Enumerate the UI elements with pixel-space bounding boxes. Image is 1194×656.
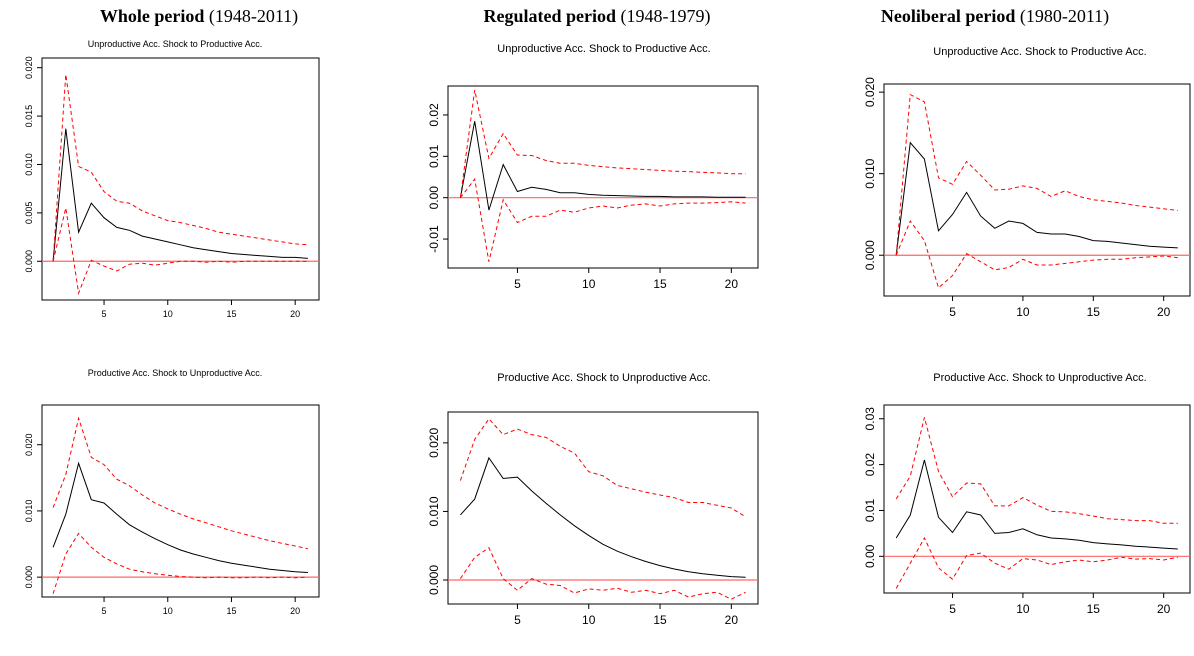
y-tick-label: 0.03 <box>863 407 877 431</box>
x-tick-label: 5 <box>949 602 956 616</box>
irf-line <box>459 121 746 211</box>
panel-title: Unproductive Acc. Shock to Productive Ac… <box>933 46 1146 58</box>
plot-frame <box>883 83 1191 297</box>
panel-title: Productive Acc. Shock to Unproductive Ac… <box>497 372 710 384</box>
x-tick-label: 20 <box>1157 602 1171 616</box>
irf-panel-p23: Productive Acc. Shock to Unproductive Ac… <box>863 372 1191 616</box>
x-tick-label: 20 <box>725 277 739 291</box>
y-tick-label: 0.010 <box>427 496 441 526</box>
column-header-range: (1948-2011) <box>208 6 299 26</box>
plot-frame <box>447 85 759 269</box>
y-tick-label: 0.00 <box>427 186 441 210</box>
upper-band-line <box>52 74 308 262</box>
y-tick-label: 0.01 <box>427 144 441 168</box>
y-tick-label: 0.02 <box>427 103 441 127</box>
y-tick-label: 0.015 <box>24 105 34 128</box>
y-tick-label: -0.01 <box>427 225 441 253</box>
upper-band-line <box>459 89 746 198</box>
lower-band-line <box>52 207 308 296</box>
upper-band-line <box>459 418 746 518</box>
plot-frame <box>447 411 759 605</box>
plot-frame <box>883 404 1191 594</box>
upper-band-line <box>895 93 1178 256</box>
x-tick-label: 10 <box>1016 305 1030 319</box>
irf-panel-p21: Productive Acc. Shock to Unproductive Ac… <box>24 368 320 616</box>
column-header-whole: Whole period (1948-2011) <box>0 6 398 28</box>
irf-line <box>895 459 1178 550</box>
plot-frame <box>41 404 320 598</box>
y-tick-label: 0.000 <box>24 566 34 589</box>
x-tick-label: 15 <box>653 613 667 627</box>
y-tick-label: 0.010 <box>24 500 34 523</box>
irf-panel-p22: Productive Acc. Shock to Unproductive Ac… <box>427 372 759 627</box>
x-tick-label: 10 <box>582 613 596 627</box>
x-tick-label: 5 <box>102 606 107 616</box>
x-tick-label: 5 <box>949 305 956 319</box>
x-tick-label: 10 <box>582 277 596 291</box>
x-tick-label: 10 <box>163 606 173 616</box>
x-tick-label: 15 <box>1087 305 1101 319</box>
y-tick-label: 0.02 <box>863 453 877 477</box>
irf-panel-p11: Unproductive Acc. Shock to Productive Ac… <box>24 39 320 319</box>
x-tick-label: 5 <box>102 309 107 319</box>
column-header-label: Neoliberal period <box>880 6 1016 26</box>
x-tick-label: 20 <box>290 606 300 616</box>
y-tick-label: 0.000 <box>24 250 34 273</box>
x-tick-label: 5 <box>514 277 521 291</box>
y-tick-label: 0.020 <box>863 77 877 107</box>
y-tick-label: 0.020 <box>427 428 441 458</box>
irf-line <box>52 461 308 573</box>
panel-title: Unproductive Acc. Shock to Productive Ac… <box>497 43 710 55</box>
lower-band-line <box>895 219 1178 289</box>
y-tick-label: 0.00 <box>863 544 877 568</box>
x-tick-label: 10 <box>1016 602 1030 616</box>
upper-band-line <box>895 417 1178 524</box>
irf-panel-p13: Unproductive Acc. Shock to Productive Ac… <box>863 46 1191 319</box>
x-tick-label: 15 <box>653 277 667 291</box>
plot-frame <box>41 57 320 301</box>
lower-band-line <box>52 532 308 594</box>
panel-title: Unproductive Acc. Shock to Productive Ac… <box>88 39 263 49</box>
column-header-range: (1948-1979) <box>620 6 711 26</box>
y-tick-label: 0.020 <box>24 433 34 456</box>
irf-panel-p12: Unproductive Acc. Shock to Productive Ac… <box>427 43 759 291</box>
x-tick-label: 15 <box>226 309 236 319</box>
column-header-regulated: Regulated period (1948-1979) <box>398 6 796 28</box>
column-header-label: Whole period <box>99 6 205 26</box>
y-tick-label: 0.010 <box>863 158 877 188</box>
lower-band-line <box>895 536 1178 589</box>
x-tick-label: 20 <box>290 309 300 319</box>
y-tick-label: 0.005 <box>24 202 34 225</box>
x-tick-label: 15 <box>1087 602 1101 616</box>
irf-line <box>52 128 308 262</box>
x-tick-label: 15 <box>226 606 236 616</box>
irf-line <box>460 456 746 578</box>
column-header-label: Regulated period <box>483 6 617 26</box>
column-header-neoliberal: Neoliberal period (1980-2011) <box>796 6 1194 28</box>
irf-line <box>895 141 1178 256</box>
y-tick-label: 0.000 <box>863 240 877 270</box>
y-tick-label: 0.000 <box>427 565 441 595</box>
x-tick-label: 20 <box>1157 305 1171 319</box>
y-tick-label: 0.010 <box>24 153 34 176</box>
x-tick-label: 20 <box>725 613 739 627</box>
y-tick-label: 0.01 <box>863 498 877 522</box>
x-tick-label: 10 <box>163 309 173 319</box>
panel-title: Productive Acc. Shock to Unproductive Ac… <box>88 368 263 378</box>
x-tick-label: 5 <box>514 613 521 627</box>
upper-band-line <box>52 416 309 550</box>
panel-title: Productive Acc. Shock to Unproductive Ac… <box>933 372 1146 384</box>
lower-band-line <box>460 177 746 262</box>
column-header-range: (1980-2011) <box>1019 6 1110 26</box>
y-tick-label: 0.020 <box>24 56 34 79</box>
